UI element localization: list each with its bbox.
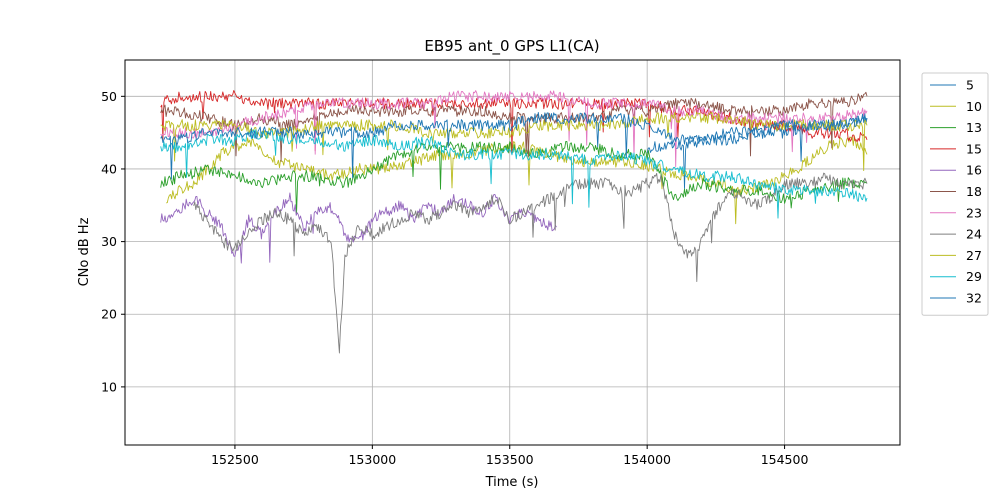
y-tick-label: 40 [101, 161, 117, 176]
y-tick-label: 10 [101, 379, 117, 394]
series-line-5 [646, 113, 868, 189]
legend-label: 5 [966, 78, 974, 93]
series-lines [160, 90, 868, 354]
y-tick-label: 50 [101, 89, 117, 104]
chart-title: EB95 ant_0 GPS L1(CA) [424, 37, 599, 56]
legend-label: 10 [966, 99, 982, 114]
x-axis-label: Time (s) [485, 475, 539, 490]
series-line-13 [160, 140, 868, 215]
legend-label: 29 [966, 269, 982, 284]
series-line-32 [160, 111, 868, 180]
x-tick-label: 152500 [211, 452, 259, 467]
legend-label: 18 [966, 184, 982, 199]
series-line-29 [160, 129, 868, 219]
plot-frame [124, 59, 901, 446]
series-line-18 [160, 91, 868, 162]
grid [125, 60, 900, 445]
legend-label: 13 [966, 120, 982, 135]
legend-label: 16 [966, 163, 982, 178]
y-axis-label: CNo dB Hz [77, 217, 92, 286]
series-line-15 [160, 90, 868, 154]
series-line-16 [160, 192, 557, 264]
legend-label: 24 [966, 227, 982, 242]
series-line-27 [160, 111, 868, 172]
legend-label: 15 [966, 141, 982, 156]
series-line-23 [160, 90, 868, 168]
x-tick-label: 154000 [623, 452, 671, 467]
x-tick-label: 154500 [761, 452, 809, 467]
x-tick-label: 153500 [486, 452, 534, 467]
y-tick-label: 30 [101, 234, 117, 249]
legend-label: 27 [966, 248, 982, 263]
x-tick-label: 153000 [348, 452, 396, 467]
legend: 5 10 13 15 16 18 23 24 27 29 32 [921, 72, 989, 316]
y-tick-label: 20 [101, 307, 117, 322]
legend-label: 23 [966, 205, 982, 220]
legend-box [921, 72, 989, 316]
legend-label: 32 [966, 291, 982, 306]
ticks: 152500 153000 153500 154000 154500 10 20 30 40 50 [101, 89, 808, 467]
series-line-24 [193, 172, 868, 354]
